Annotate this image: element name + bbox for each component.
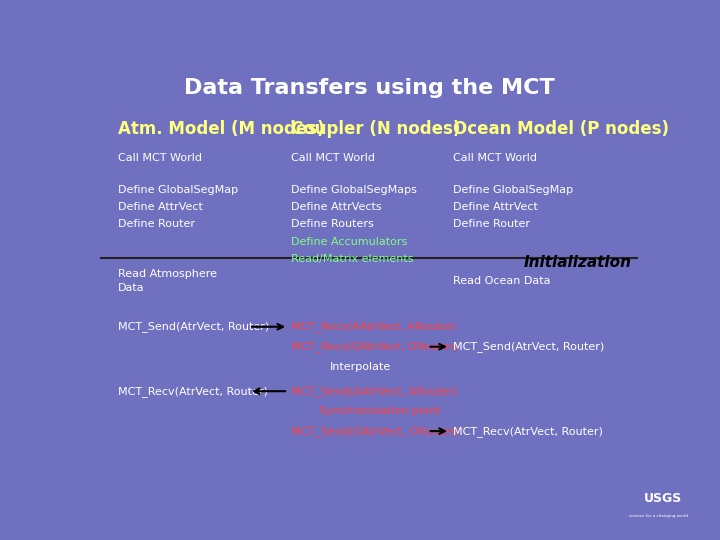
Text: Define AttrVect: Define AttrVect — [453, 202, 538, 212]
Text: MCT_Recv(AtrVect, Router): MCT_Recv(AtrVect, Router) — [118, 386, 268, 397]
Text: Coupler (N nodes): Coupler (N nodes) — [291, 120, 460, 138]
Text: Define Router: Define Router — [118, 219, 195, 230]
Text: Define AttrVects: Define AttrVects — [291, 202, 382, 212]
Text: Define GlobalSegMap: Define GlobalSegMap — [118, 185, 238, 194]
Text: Read Atmosphere
Data: Read Atmosphere Data — [118, 269, 217, 293]
Text: Define GlobalSegMaps: Define GlobalSegMaps — [291, 185, 417, 194]
Text: Read Ocean Data: Read Ocean Data — [453, 276, 550, 286]
Text: Read/Matrix elements: Read/Matrix elements — [291, 254, 413, 265]
Text: Define AttrVect: Define AttrVect — [118, 202, 203, 212]
Text: Interpolate: Interpolate — [330, 362, 391, 372]
Text: MCT_Send(AAtrVect, ARouter): MCT_Send(AAtrVect, ARouter) — [291, 386, 458, 397]
Text: Define Router: Define Router — [453, 219, 530, 230]
Text: Call MCT World: Call MCT World — [291, 153, 375, 164]
Text: Initialization: Initialization — [523, 255, 631, 270]
Text: USGS: USGS — [644, 492, 683, 505]
Text: Ocean Model (P nodes): Ocean Model (P nodes) — [453, 120, 669, 138]
Text: MCT_Recv(AtrVect, Router): MCT_Recv(AtrVect, Router) — [453, 426, 603, 436]
Text: Define GlobalSegMap: Define GlobalSegMap — [453, 185, 573, 194]
Text: MCT_Send(AtrVect, Router): MCT_Send(AtrVect, Router) — [453, 341, 604, 352]
Text: MCT_Recv(AAtrVect, ARouter): MCT_Recv(AAtrVect, ARouter) — [291, 321, 456, 332]
Text: Data Transfers using the MCT: Data Transfers using the MCT — [184, 78, 554, 98]
Text: Call MCT World: Call MCT World — [118, 153, 202, 164]
Text: MCT_Send(OAtrVect, ORouter): MCT_Send(OAtrVect, ORouter) — [291, 426, 459, 436]
Text: Define Accumulators: Define Accumulators — [291, 237, 407, 247]
Text: Synchronization point: Synchronization point — [319, 406, 440, 416]
Text: MCT_Send(AtrVect, Router): MCT_Send(AtrVect, Router) — [118, 321, 269, 332]
Text: MCT_Recv(OAtrVect, ORouter): MCT_Recv(OAtrVect, ORouter) — [291, 341, 458, 352]
Text: Atm. Model (M nodes): Atm. Model (M nodes) — [118, 120, 325, 138]
Text: Call MCT World: Call MCT World — [453, 153, 536, 164]
Text: Define Routers: Define Routers — [291, 219, 374, 230]
Text: science for a changing world: science for a changing world — [629, 514, 688, 518]
